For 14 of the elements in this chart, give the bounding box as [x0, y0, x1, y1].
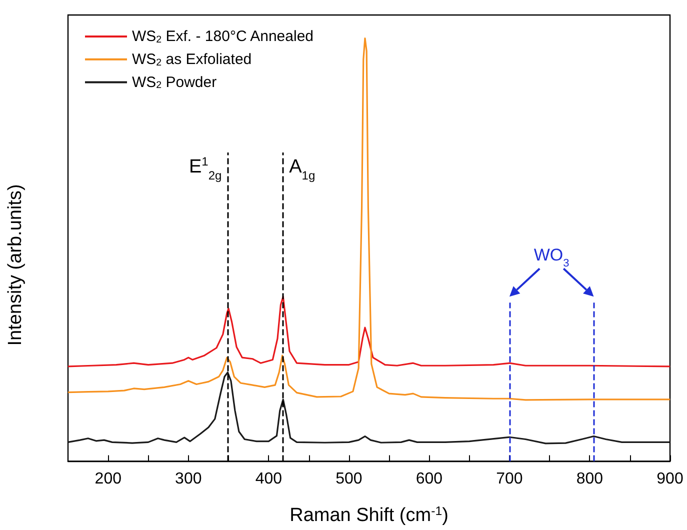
x-tick-label: 200	[94, 470, 122, 488]
ref-line-label: A$_{1g}$	[289, 156, 316, 182]
x-tick-label: 500	[336, 470, 362, 488]
legend-label: WS2 Exf. - 180°C Annealed	[132, 28, 314, 46]
y-axis-title: Intensity (arb.units)	[5, 184, 26, 346]
legend-label: WS2 Powder	[132, 74, 217, 92]
x-tick-label: 300	[175, 470, 202, 488]
x-tick-label: 900	[656, 470, 684, 488]
annotation: WO$_{3}$	[534, 246, 570, 270]
x-tick-label: 700	[496, 470, 523, 488]
x-tick-label: 400	[255, 470, 282, 488]
x-tick-label: 800	[576, 470, 604, 488]
legend-label: WS2 as Exfoliated	[132, 50, 252, 68]
x-tick-label: 600	[416, 470, 443, 488]
